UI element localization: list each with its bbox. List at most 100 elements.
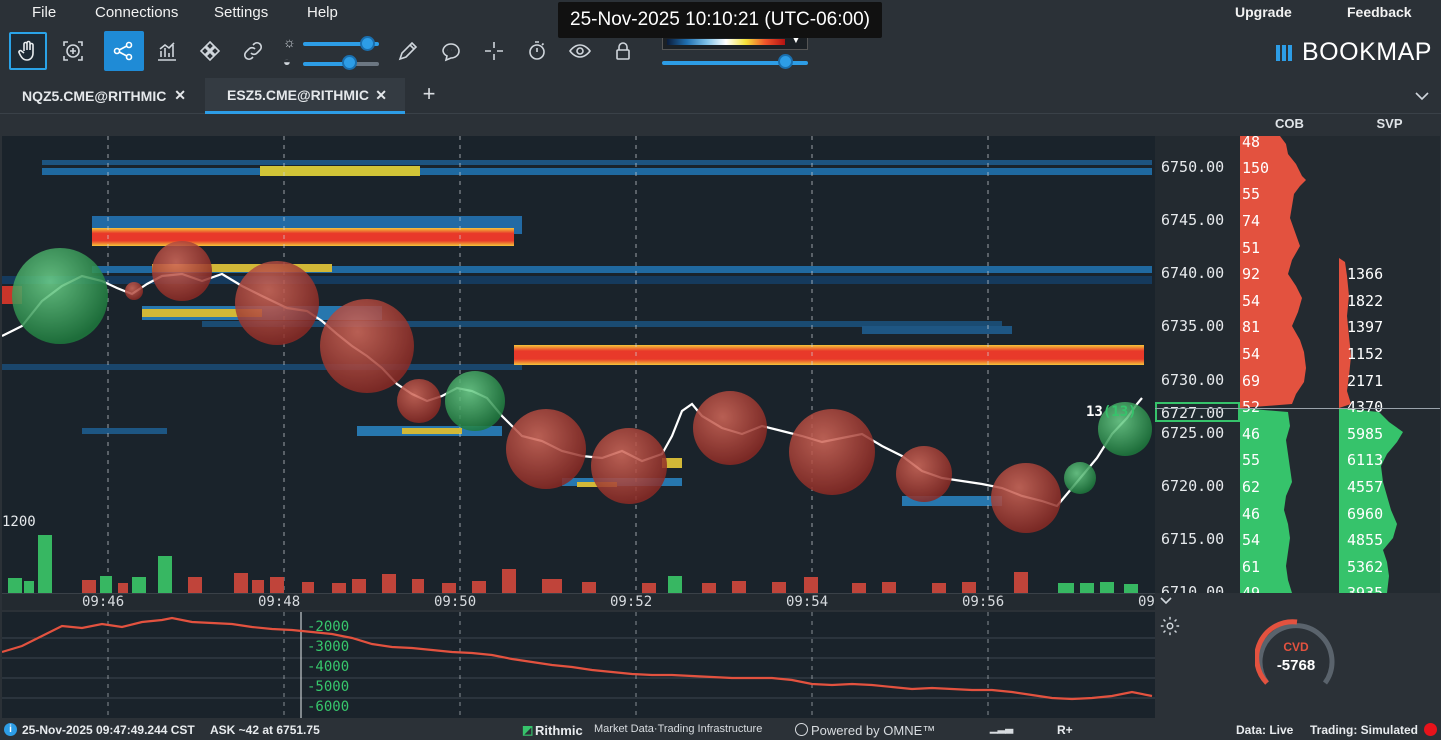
cvd-gauge-label: CVD xyxy=(1283,640,1309,654)
nodes-icon xyxy=(113,41,133,61)
price-label: 6750.00 xyxy=(1161,158,1225,176)
menu-help[interactable]: Help xyxy=(307,4,338,21)
svp-histogram xyxy=(1339,258,1403,593)
rplus-indicator[interactable]: R+ xyxy=(1057,723,1073,737)
cvd-line xyxy=(2,616,1153,701)
brightness-slider-handle[interactable] xyxy=(360,36,375,51)
rithmic-tagline: Market Data·Trading Infrastructure xyxy=(594,723,763,735)
contrast-slider-handle[interactable] xyxy=(342,55,357,70)
draw-button[interactable] xyxy=(389,32,427,70)
cob-value: 74 xyxy=(1242,212,1261,230)
price-label: 6735.00 xyxy=(1161,317,1225,335)
info-icon[interactable]: i xyxy=(4,723,17,736)
crosshair-button[interactable] xyxy=(475,32,513,70)
price-axis[interactable]: 6750.00 6745.00 6740.00 6735.00 6730.00 … xyxy=(1155,136,1240,593)
tab-nqz5[interactable]: NQZ5.CME@RITHMIC ✕ xyxy=(0,78,204,114)
svp-value: 2171 xyxy=(1347,372,1384,390)
svp-value: 4557 xyxy=(1347,478,1384,496)
chat-button[interactable] xyxy=(432,32,470,70)
feedback-link[interactable]: Feedback xyxy=(1347,4,1412,20)
tab-label: ESZ5.CME@RITHMIC xyxy=(227,86,369,103)
timer-button[interactable] xyxy=(518,32,556,70)
heatmap-chart[interactable]: 1200 13(13) xyxy=(2,136,1155,593)
cob-value: 51 xyxy=(1242,239,1261,257)
svp-value: 1366 xyxy=(1347,265,1384,283)
time-axis[interactable]: 09:46 09:48 09:50 09:52 09:54 09:56 09: xyxy=(2,593,1163,610)
cob-value: 52 xyxy=(1242,398,1261,416)
chevron-down-icon[interactable] xyxy=(1159,595,1173,607)
large-ask-wall xyxy=(514,345,1144,365)
cvd-canvas xyxy=(2,612,1155,718)
close-icon[interactable]: ✕ xyxy=(375,87,387,103)
svp-value: 1397 xyxy=(1347,318,1384,336)
omne-brand: Powered by OMNE™ xyxy=(811,723,936,738)
trade-bubbles xyxy=(12,241,1152,533)
contrast-slider[interactable] xyxy=(303,62,379,66)
time-label: 09:54 xyxy=(786,594,829,610)
clock-timestamp: 25-Nov-2025 10:10:21 (UTC-06:00) xyxy=(558,2,882,38)
close-icon[interactable]: ✕ xyxy=(174,87,186,103)
record-icon[interactable] xyxy=(1424,723,1437,736)
svp-value: 1152 xyxy=(1347,345,1384,363)
status-bar: i 25-Nov-2025 09:47:49.244 CST ASK ~42 a… xyxy=(0,719,1441,740)
svp-value: 3935 xyxy=(1347,584,1384,593)
cvd-gauge xyxy=(1255,619,1335,685)
current-price-line xyxy=(1155,408,1440,409)
chevron-down-icon[interactable] xyxy=(1412,86,1432,106)
cob-value: 55 xyxy=(1242,451,1261,469)
widget-panel: CVD -5768 xyxy=(1155,593,1440,718)
instrument-tabs: NQZ5.CME@RITHMIC ✕ ESZ5.CME@RITHMIC ✕ xyxy=(0,78,1441,114)
lock-button[interactable] xyxy=(604,32,642,70)
brightness-slider[interactable] xyxy=(303,42,379,46)
hand-tool-button[interactable] xyxy=(9,32,47,70)
price-label: 6730.00 xyxy=(1161,371,1225,389)
indicators-button[interactable] xyxy=(148,32,186,70)
large-ask-wall xyxy=(92,228,514,246)
cob-value: 54 xyxy=(1242,345,1261,363)
menu-file[interactable]: File xyxy=(32,4,57,21)
cob-value: 48 xyxy=(1242,136,1261,151)
rithmic-brand: Rithmic xyxy=(535,723,583,738)
time-label: 09:48 xyxy=(258,594,301,610)
tab-label: NQZ5.CME@RITHMIC xyxy=(22,88,167,104)
price-label: 6745.00 xyxy=(1161,211,1225,229)
svp-value: 5985 xyxy=(1347,425,1384,443)
cvd-axis-label: -6000 xyxy=(307,699,350,715)
share-tool-button[interactable] xyxy=(104,31,144,71)
trading-status: Trading: Simulated xyxy=(1310,723,1419,737)
time-label: 09:56 xyxy=(962,594,1005,610)
time-label: 09:52 xyxy=(610,594,653,610)
diamond-grid-icon xyxy=(199,40,221,62)
menu-connections[interactable]: Connections xyxy=(95,4,179,21)
heatmap-contrast-slider[interactable] xyxy=(662,61,808,65)
volume-bars xyxy=(8,535,1138,593)
status-time: 25-Nov-2025 09:47:49.244 CST xyxy=(22,723,195,737)
time-label: 09:50 xyxy=(434,594,477,610)
svp-value: 6113 xyxy=(1347,451,1384,469)
price-label: 6725.00 xyxy=(1161,424,1225,442)
svp-value: 1822 xyxy=(1347,292,1384,310)
time-label: 09:46 xyxy=(82,594,125,610)
data-status: Data: Live xyxy=(1236,723,1294,737)
bookmap-logo-icon xyxy=(1276,44,1292,61)
tab-esz5[interactable]: ESZ5.CME@RITHMIC ✕ xyxy=(205,78,405,114)
zoom-tool-button[interactable] xyxy=(54,32,92,70)
menu-settings[interactable]: Settings xyxy=(214,4,269,21)
cob-panel: 48 150 55 74 51 92 54 81 54 69 52 46 55 … xyxy=(1240,136,1339,593)
cvd-indicator-panel[interactable]: -2000 -3000 -4000 -5000 -6000 xyxy=(2,612,1155,718)
svp-value: 4370 xyxy=(1347,398,1384,416)
gear-icon[interactable] xyxy=(1159,615,1181,637)
visibility-button[interactable] xyxy=(561,32,599,70)
link-button[interactable] xyxy=(234,32,272,70)
upgrade-link[interactable]: Upgrade xyxy=(1235,4,1292,20)
brand-name: BOOKMAP xyxy=(1302,38,1432,66)
add-tab-button[interactable]: + xyxy=(422,81,436,106)
addons-button[interactable] xyxy=(191,32,229,70)
cob-value: 49 xyxy=(1242,584,1261,593)
status-ask: ASK ~42 at 6751.75 xyxy=(210,723,320,737)
heatmap-canvas xyxy=(2,136,1152,593)
signal-icon: ▁▂▃ xyxy=(990,723,1014,734)
cob-value: 54 xyxy=(1242,531,1261,549)
heatmap-slider-handle[interactable] xyxy=(778,54,793,69)
omne-icon xyxy=(795,723,808,736)
